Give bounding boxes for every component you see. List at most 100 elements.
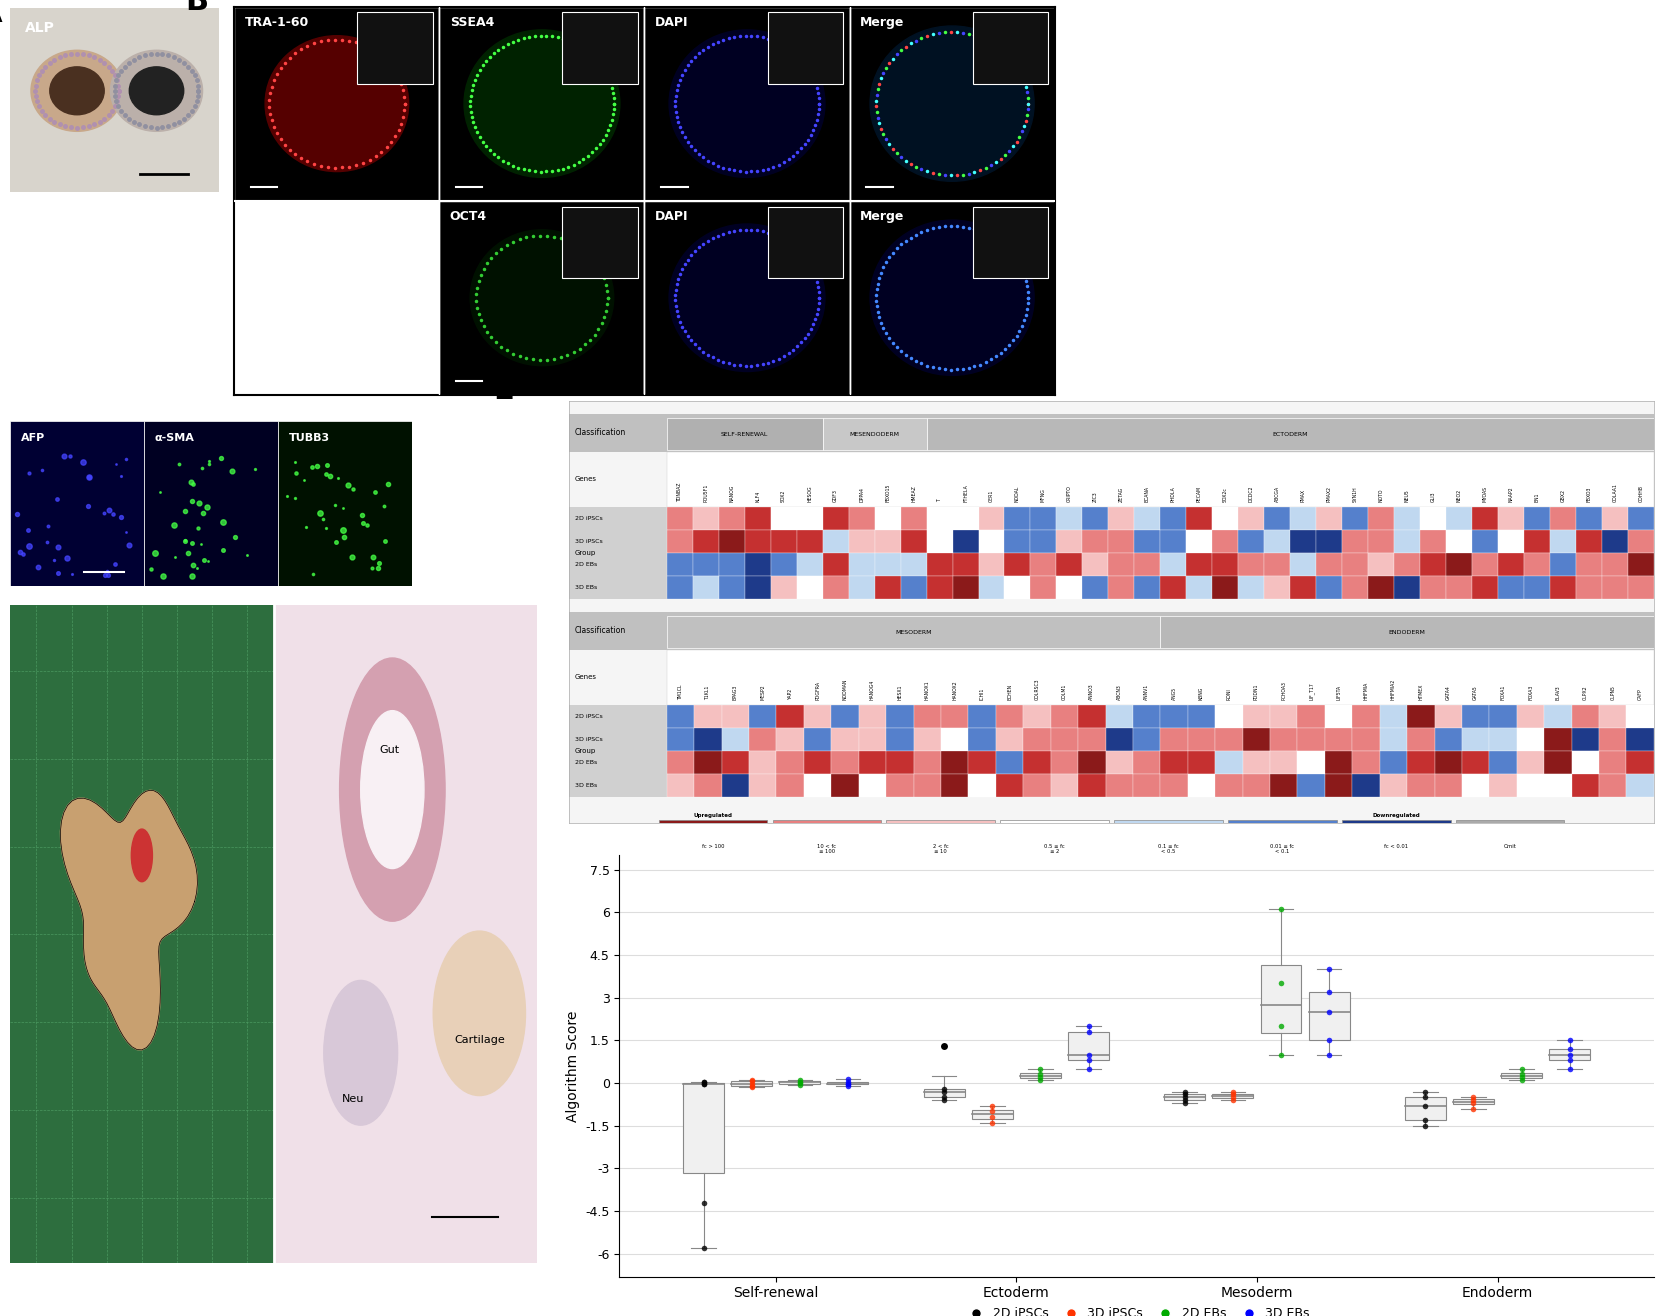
Bar [10,605,274,1263]
Text: NAAP2: NAAP2 [1507,487,1512,503]
Bar [1004,507,1031,530]
Bar [826,1082,868,1084]
Bar [569,415,1653,451]
Bar [1471,576,1497,599]
Bar [796,576,821,599]
Bar [1290,553,1315,576]
Bar [1471,553,1497,576]
Bar [1434,728,1461,751]
Bar [1297,774,1323,797]
Bar [562,12,637,84]
Bar [1159,507,1186,530]
Bar [803,751,831,774]
Bar [1108,576,1134,599]
Text: E: E [494,376,514,405]
Bar [1159,530,1186,553]
Text: Group: Group [574,550,596,555]
Bar [1379,774,1407,797]
Bar [848,507,873,530]
Text: Merge: Merge [860,211,903,224]
Text: HTMEX: HTMEX [1417,684,1422,700]
Bar [925,507,952,530]
Bar [1571,751,1598,774]
Bar [1461,704,1489,728]
Bar [1461,774,1489,797]
Bar [913,728,940,751]
Text: SOX2: SOX2 [781,490,786,503]
Bar [1297,728,1323,751]
Bar [1134,530,1159,553]
Text: KLF4: KLF4 [755,491,760,503]
Bar [1031,530,1056,553]
Bar [1471,507,1497,530]
Bar [803,774,831,797]
Bar [1342,553,1367,576]
Bar [831,704,858,728]
Text: FBXO3: FBXO3 [1586,487,1591,503]
Bar [1159,751,1188,774]
Bar [748,774,776,797]
Bar [1461,728,1489,751]
Bar [770,553,796,576]
Bar [1051,774,1077,797]
Bar [1297,751,1323,774]
Text: AFP: AFP [20,433,45,442]
Bar [1108,507,1134,530]
Bar [1215,751,1241,774]
Bar [913,774,940,797]
Bar [1352,704,1379,728]
Bar [718,553,744,576]
Bar [1238,530,1263,553]
Bar [666,704,694,728]
Bar [821,417,925,450]
Bar [1104,728,1133,751]
Bar [1211,1094,1253,1098]
Bar [644,7,848,201]
Bar [1000,820,1108,840]
Bar [1211,507,1238,530]
Text: 2D EBs: 2D EBs [574,761,597,765]
Bar [831,728,858,751]
Bar [979,530,1004,553]
Bar [776,704,803,728]
Bar [1501,1073,1541,1078]
Bar [569,704,666,797]
Text: ANNO3: ANNO3 [1089,683,1094,700]
Text: Classification: Classification [574,626,626,636]
Bar [967,728,995,751]
Bar [683,1083,724,1173]
Bar [1497,530,1522,553]
Text: CDHHB: CDHHB [1638,486,1643,503]
Circle shape [669,224,825,371]
Bar [848,530,873,553]
Bar [913,704,940,728]
Bar [940,704,969,728]
Bar [1522,507,1549,530]
Text: OCT4: OCT4 [450,211,487,224]
Bar [1315,576,1342,599]
Bar [1571,704,1598,728]
Bar [1549,507,1574,530]
Bar [1471,530,1497,553]
Bar [1516,728,1543,751]
Bar [1211,576,1238,599]
Bar [858,704,885,728]
Bar [952,576,979,599]
Bar [972,12,1047,84]
Bar [848,576,873,599]
Bar [1056,530,1082,553]
Text: CLPN5: CLPN5 [1609,686,1614,700]
Bar [796,530,821,553]
Bar [1379,704,1407,728]
Bar [1056,507,1082,530]
Text: 0.1 ≤ fc
< 0.5: 0.1 ≤ fc < 0.5 [1158,844,1178,854]
Bar [1489,728,1516,751]
Bar [1004,553,1031,576]
Text: Neu: Neu [341,1094,363,1104]
Bar [1342,820,1450,840]
Bar [850,7,1054,201]
Text: NEO2: NEO2 [1456,490,1461,503]
Text: DCDC2: DCDC2 [1248,486,1253,503]
Text: PMAX2: PMAX2 [1327,487,1332,503]
Bar [1522,553,1549,576]
